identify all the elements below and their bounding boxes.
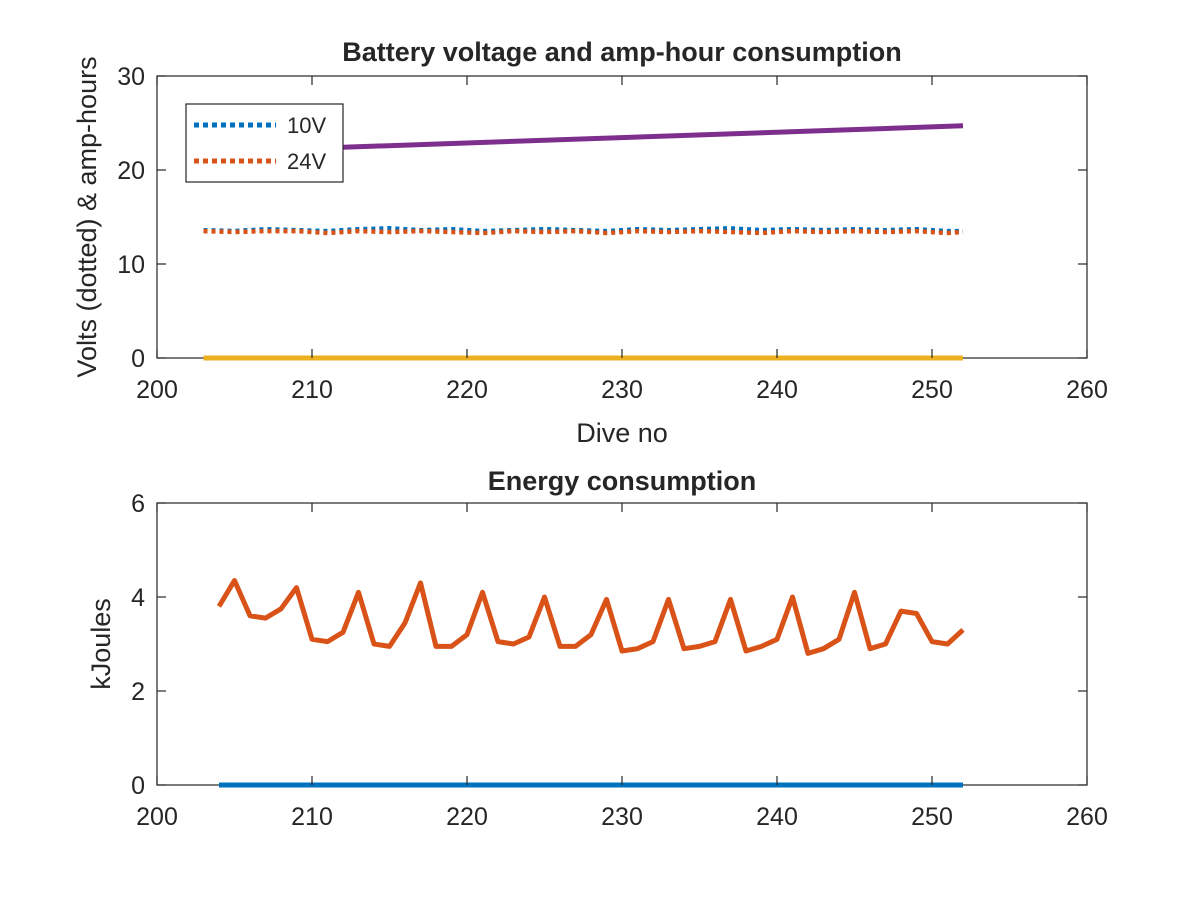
x-tick-label: 230 (601, 376, 643, 404)
chart-title: Energy consumption (488, 466, 757, 496)
y-tick-label: 20 (117, 157, 145, 185)
y-tick-label: 30 (117, 63, 145, 91)
y-tick-label: 10 (117, 251, 145, 279)
x-tick-label: 250 (911, 803, 953, 831)
x-tick-label: 220 (446, 803, 488, 831)
x-tick-label: 260 (1066, 803, 1108, 831)
x-tick-label: 260 (1066, 376, 1108, 404)
series-group (216, 578, 965, 788)
x-tick-label: 210 (291, 376, 333, 404)
legend-label-24v: 24V (287, 149, 326, 174)
series-line-orange (216, 578, 965, 656)
y-axis-label: kJoules (86, 598, 116, 690)
legend-box (185, 103, 344, 183)
y-axis-label: Volts (dotted) & amp-hours (72, 56, 102, 377)
energy-chart-panel: Energy consumption 200 210 220 230 240 250 260… (86, 466, 1108, 831)
x-tick-label: 200 (136, 803, 178, 831)
y-tick-label: 0 (131, 772, 145, 800)
voltage-chart-panel: Battery voltage and amp-hour consumption… (72, 37, 1108, 448)
x-tick-label: 210 (291, 803, 333, 831)
y-tick-label: 0 (131, 345, 145, 373)
y-tick-label: 6 (131, 490, 145, 518)
x-tick-label: 250 (911, 376, 953, 404)
x-tick-label: 230 (601, 803, 643, 831)
x-tick-label: 240 (756, 376, 798, 404)
x-tick-label: 200 (136, 376, 178, 404)
legend: 10V 24V (185, 103, 344, 183)
y-tick-label: 4 (131, 584, 145, 612)
chart-title: Battery voltage and amp-hour consumption (342, 37, 902, 67)
x-tick-label: 240 (756, 803, 798, 831)
x-axis-label: Dive no (576, 418, 668, 448)
tick-group: 200 210 220 230 240 250 260 0 10 20 30 (117, 63, 1108, 404)
x-tick-label: 220 (446, 376, 488, 404)
y-tick-label: 2 (131, 678, 145, 706)
legend-label-10v: 10V (287, 113, 326, 138)
tick-group: 200 210 220 230 240 250 260 0 2 4 6 (131, 490, 1108, 831)
series-line-24v (203, 228, 964, 236)
